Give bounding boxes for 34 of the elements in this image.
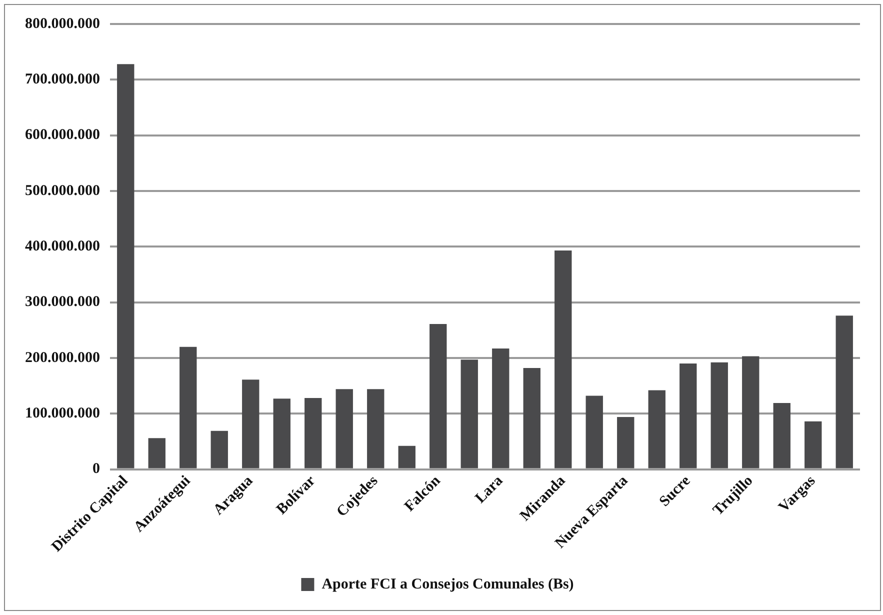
bar xyxy=(742,356,760,468)
bar xyxy=(148,438,166,468)
y-tick-label: 600.000.000 xyxy=(25,127,100,144)
bar xyxy=(648,390,666,468)
bar xyxy=(680,364,697,468)
bar xyxy=(523,368,540,468)
bar xyxy=(836,316,853,468)
bar xyxy=(710,362,728,468)
bar xyxy=(586,396,603,468)
y-tick-label: 200.000.000 xyxy=(25,350,100,366)
legend-label: Aporte FCI a Consejos Comunales (Bs) xyxy=(322,576,574,592)
y-tick-label: 300.000.000 xyxy=(25,294,100,310)
bar xyxy=(180,346,197,468)
bar xyxy=(554,250,572,468)
bar xyxy=(117,64,134,468)
bar xyxy=(367,389,384,468)
bar xyxy=(304,398,322,468)
y-tick-label: 100.000.000 xyxy=(25,405,100,422)
bar xyxy=(430,324,447,468)
bar xyxy=(773,403,790,468)
bar xyxy=(398,446,416,468)
bar xyxy=(492,348,510,468)
bar xyxy=(210,430,228,468)
bar xyxy=(242,380,260,468)
y-tick-label: 400.000.000 xyxy=(25,238,100,255)
bar xyxy=(273,398,290,468)
bar xyxy=(804,421,822,468)
y-tick-label: 500.000.000 xyxy=(25,182,100,199)
bar xyxy=(460,360,478,468)
y-tick-label: 0 xyxy=(92,461,100,478)
y-tick-label: 700.000.000 xyxy=(25,72,100,88)
y-tick-label: 800.000.000 xyxy=(25,16,100,32)
bar xyxy=(336,389,353,468)
bar xyxy=(617,416,634,468)
